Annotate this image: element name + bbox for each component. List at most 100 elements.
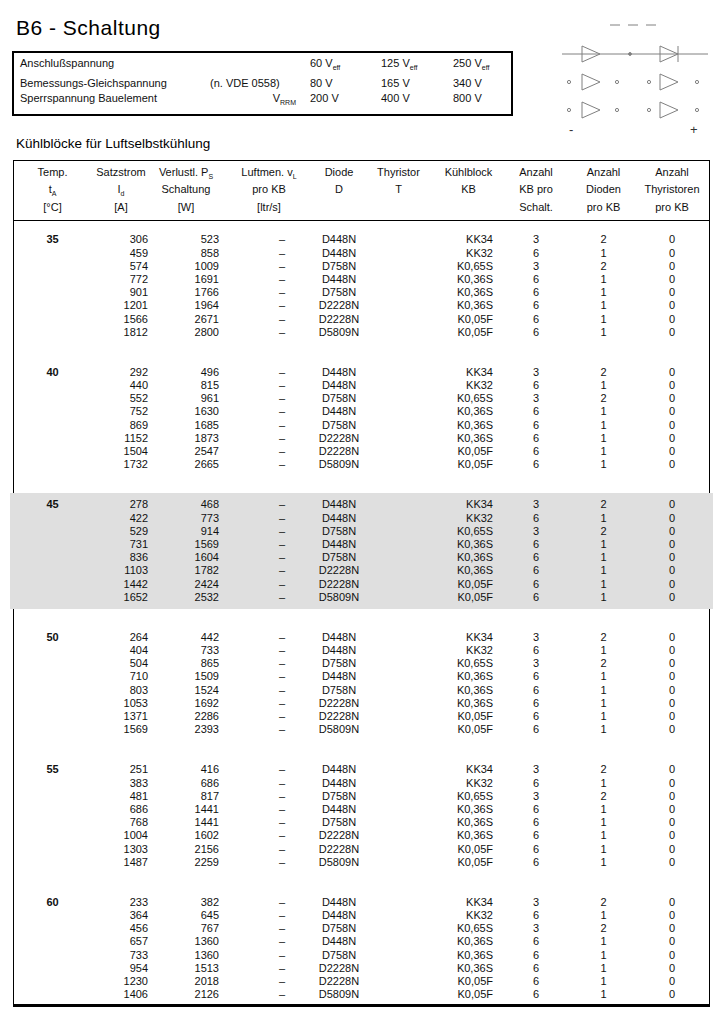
- cell-anzahl-kb-pro-schaltung: 3: [501, 260, 571, 273]
- table-row: 456767–D758NK0,65S320: [14, 922, 709, 935]
- temp-group-45: 45278468–D448NKK34320422773–D448NKK32610…: [14, 498, 709, 604]
- cell-anzahl-dioden-pro-kb: 1: [571, 286, 636, 299]
- table-row: 40292496–D448NKK34320: [14, 366, 709, 379]
- cell-thyristor: [361, 803, 436, 816]
- cell-anzahl-kb-pro-schaltung: 6: [501, 856, 571, 869]
- cell-thyristor: [361, 856, 436, 869]
- cell-diode: D2228N: [317, 299, 361, 312]
- cell-verlustleistung: 2126: [151, 988, 221, 1001]
- cell-temp: [14, 247, 91, 260]
- cell-diode: D448N: [317, 273, 361, 286]
- cell-anzahl-kb-pro-schaltung: 6: [501, 551, 571, 564]
- cell-kuehlblock: K0,36S: [436, 935, 501, 948]
- cell-diode: D5809N: [317, 856, 361, 869]
- cell-anzahl-thyristoren-pro-kb: 0: [636, 525, 708, 538]
- cell-temp: [14, 843, 91, 856]
- cell-diode: D448N: [317, 405, 361, 418]
- cell-kuehlblock: K0,36S: [436, 273, 501, 286]
- cell-kuehlblock: K0,36S: [436, 538, 501, 551]
- plus-terminal-label: +: [690, 122, 698, 136]
- cell-diode: D448N: [317, 366, 361, 379]
- cell-thyristor: [361, 564, 436, 577]
- cell-diode: D5809N: [317, 326, 361, 339]
- cell-anzahl-dioden-pro-kb: 1: [571, 273, 636, 286]
- cell-diode: D2228N: [317, 578, 361, 591]
- cell-thyristor: [361, 286, 436, 299]
- temp-group-50: 50264442–D448NKK34320404733–D448NKK32610…: [14, 631, 709, 737]
- cell-temp: [14, 392, 91, 405]
- cell-satzstrom: 1201: [91, 299, 151, 312]
- cell-anzahl-kb-pro-schaltung: 6: [501, 670, 571, 683]
- cell-anzahl-thyristoren-pro-kb: 0: [636, 803, 708, 816]
- cell-diode: D5809N: [317, 591, 361, 604]
- cell-anzahl-dioden-pro-kb: 2: [571, 260, 636, 273]
- cell-diode: D5809N: [317, 988, 361, 1001]
- cell-satzstrom: 1152: [91, 432, 151, 445]
- cell-temp: [14, 949, 91, 962]
- cell-satzstrom: 383: [91, 777, 151, 790]
- cell-thyristor: [361, 896, 436, 909]
- table-row: 6861441–D448NK0,36S610: [14, 803, 709, 816]
- diode-icon: [582, 102, 600, 118]
- cell-satzstrom: 552: [91, 392, 151, 405]
- table-row: 7681441–D758NK0,36S610: [14, 816, 709, 829]
- table-row: 17322665–D5809NK0,05F610: [14, 458, 709, 471]
- cell-anzahl-dioden-pro-kb: 1: [571, 512, 636, 525]
- cell-temp: [14, 379, 91, 392]
- cell-anzahl-kb-pro-schaltung: 6: [501, 988, 571, 1001]
- col-header-satzstrom: Satzstrom Id [A]: [91, 164, 151, 217]
- cell-kuehlblock: K0,36S: [436, 432, 501, 445]
- cell-verlustleistung: 858: [151, 247, 221, 260]
- cell-luftmenge: –: [221, 856, 317, 869]
- cell-anzahl-thyristoren-pro-kb: 0: [636, 313, 708, 326]
- cell-thyristor: [361, 419, 436, 432]
- cell-kuehlblock: KK34: [436, 763, 501, 776]
- cell-temp: [14, 856, 91, 869]
- cell-anzahl-kb-pro-schaltung: 6: [501, 644, 571, 657]
- cell-anzahl-kb-pro-schaltung: 6: [501, 299, 571, 312]
- table-row: 13712286–D2228NK0,05F610: [14, 710, 709, 723]
- cell-temp: [14, 657, 91, 670]
- cell-anzahl-thyristoren-pro-kb: 0: [636, 631, 708, 644]
- cell-temp: [14, 670, 91, 683]
- cell-thyristor: [361, 657, 436, 670]
- cell-diode: D448N: [317, 896, 361, 909]
- cell-kuehlblock: K0,65S: [436, 525, 501, 538]
- cell-anzahl-thyristoren-pro-kb: 0: [636, 856, 708, 869]
- cell-satzstrom: 574: [91, 260, 151, 273]
- cell-satzstrom: 731: [91, 538, 151, 551]
- cell-anzahl-thyristoren-pro-kb: 0: [636, 909, 708, 922]
- cell-anzahl-kb-pro-schaltung: 6: [501, 313, 571, 326]
- cell-verlustleistung: 496: [151, 366, 221, 379]
- cell-anzahl-dioden-pro-kb: 1: [571, 843, 636, 856]
- cell-luftmenge: –: [221, 498, 317, 511]
- cell-diode: D2228N: [317, 829, 361, 842]
- cell-satzstrom: 456: [91, 922, 151, 935]
- rating-value: 125 Veff: [381, 56, 453, 76]
- cell-anzahl-kb-pro-schaltung: 6: [501, 975, 571, 988]
- cell-satzstrom: 529: [91, 525, 151, 538]
- cell-diode: D758N: [317, 949, 361, 962]
- cell-anzahl-kb-pro-schaltung: 3: [501, 498, 571, 511]
- cell-anzahl-thyristoren-pro-kb: 0: [636, 512, 708, 525]
- cell-kuehlblock: K0,36S: [436, 670, 501, 683]
- cell-anzahl-dioden-pro-kb: 1: [571, 564, 636, 577]
- cell-temp: 60: [14, 896, 91, 909]
- rating-value: 340 V: [453, 76, 511, 92]
- cell-verlustleistung: 1964: [151, 299, 221, 312]
- terminal-dot: [695, 108, 698, 111]
- cell-kuehlblock: K0,36S: [436, 551, 501, 564]
- cell-diode: D448N: [317, 670, 361, 683]
- cell-anzahl-dioden-pro-kb: 1: [571, 816, 636, 829]
- cell-satzstrom: 440: [91, 379, 151, 392]
- cell-kuehlblock: K0,65S: [436, 790, 501, 803]
- cell-kuehlblock: K0,65S: [436, 922, 501, 935]
- cell-anzahl-dioden-pro-kb: 1: [571, 962, 636, 975]
- cell-verlustleistung: 1630: [151, 405, 221, 418]
- table-body: 35306523–D448NKK34320459858–D448NKK32610…: [14, 221, 709, 1001]
- table-row: 11521873–D2228NK0,36S610: [14, 432, 709, 445]
- cell-satzstrom: 1812: [91, 326, 151, 339]
- col-header-anzahl-kb: Anzahl KB pro Schalt.: [501, 164, 571, 217]
- cell-diode: D448N: [317, 247, 361, 260]
- cell-anzahl-dioden-pro-kb: 1: [571, 803, 636, 816]
